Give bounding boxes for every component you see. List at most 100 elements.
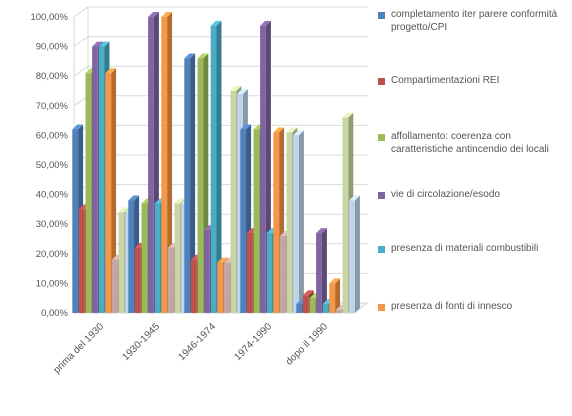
- bar-top: [197, 53, 209, 59]
- bar: [154, 203, 161, 313]
- legend-item-fonti-innesco: presenza di fonti di innesco: [378, 300, 568, 313]
- bar: [342, 117, 349, 313]
- bar: [237, 93, 243, 314]
- bar: [148, 17, 154, 313]
- legend-swatch-orange: [378, 304, 385, 311]
- x-tick-label: 1930-1945: [121, 321, 163, 363]
- y-tick-label: 10,00%: [36, 278, 69, 289]
- bar-top: [92, 41, 103, 47]
- legend-item-affollamento: affollamento: coerenza con caratteristic…: [378, 130, 568, 156]
- legend-item-vie-circolazione: vie di circolazione/esodo: [378, 188, 568, 201]
- legend-label: presenza di materiali combustibili: [391, 243, 539, 254]
- bar: [266, 233, 273, 313]
- bar: [246, 233, 253, 313]
- bar-top: [148, 12, 159, 17]
- bar-side: [111, 68, 117, 314]
- x-tick-label: 1974-1990: [233, 321, 275, 363]
- bar: [197, 58, 204, 313]
- bar: [98, 46, 105, 313]
- bar-top: [240, 124, 252, 130]
- bar-top: [72, 124, 84, 130]
- legend-swatch-red: [378, 78, 385, 85]
- bar: [92, 46, 98, 313]
- bar-top: [161, 12, 173, 17]
- bar: [309, 298, 316, 313]
- bar: [349, 200, 355, 313]
- bar: [302, 295, 309, 313]
- bar-top: [237, 88, 248, 94]
- legend-label: completamento iter parere conformità pro…: [391, 9, 558, 33]
- legend-swatch-blue: [378, 12, 385, 19]
- y-tick-label: 70,00%: [36, 101, 69, 112]
- y-tick-label: 90,00%: [36, 42, 69, 53]
- bar-side: [216, 20, 222, 313]
- bar: [253, 129, 260, 313]
- gridline: [73, 65, 368, 77]
- gridline: [73, 6, 368, 18]
- x-tick-label: prima del 1930: [52, 321, 107, 376]
- legend-item-compartimentazioni: Compartimentazioni REI: [378, 74, 568, 87]
- y-tick-label: 50,00%: [36, 160, 69, 171]
- y-tick-label: 100,00%: [30, 12, 68, 23]
- bar-top: [349, 195, 360, 201]
- bar-top: [273, 127, 285, 133]
- bar-side: [354, 195, 360, 313]
- bar: [85, 73, 92, 314]
- bar: [111, 259, 118, 313]
- bar: [223, 262, 230, 313]
- y-tick-label: 60,00%: [36, 130, 69, 141]
- bar: [174, 203, 181, 313]
- bar: [190, 259, 197, 313]
- legend-item-materiali-combustibili: presenza di materiali combustibili: [378, 242, 568, 255]
- bar: [296, 304, 303, 313]
- bar: [125, 212, 131, 313]
- legend-label: vie di circolazione/esodo: [391, 189, 500, 200]
- bar-side: [298, 130, 304, 313]
- bar-side: [167, 12, 173, 313]
- bar-top: [286, 127, 298, 133]
- bar: [184, 58, 191, 313]
- y-tick-label: 0,00%: [41, 308, 68, 319]
- bar-side: [335, 278, 341, 313]
- legend-item-completamento-iter: completamento iter parere conformità pro…: [378, 8, 568, 34]
- bar-top: [342, 112, 354, 118]
- y-tick-label: 20,00%: [36, 249, 69, 260]
- bar-top: [184, 53, 196, 59]
- legend-swatch-green: [378, 134, 385, 141]
- bar: [210, 25, 217, 313]
- bar: [181, 203, 187, 313]
- bar: [329, 283, 336, 313]
- bar: [134, 247, 141, 313]
- bar: [161, 17, 168, 313]
- bar: [322, 304, 329, 313]
- bar: [204, 230, 210, 313]
- y-tick-label: 80,00%: [36, 71, 69, 82]
- bar-top: [98, 41, 110, 47]
- bar-top: [105, 68, 117, 74]
- bar-top: [118, 207, 130, 213]
- x-tick-label: 1946-1974: [177, 321, 219, 363]
- bar: [260, 25, 266, 313]
- bar: [293, 135, 299, 313]
- bar-side: [321, 228, 327, 313]
- legend-label: presenza di fonti di innesco: [391, 301, 513, 312]
- legend-label: Compartimentazioni REI: [391, 75, 500, 86]
- bar: [335, 310, 342, 313]
- legend-swatch-purple: [378, 192, 385, 199]
- bar: [105, 73, 112, 314]
- bar-top: [210, 20, 222, 26]
- bar: [273, 132, 280, 313]
- y-tick-label: 30,00%: [36, 219, 69, 230]
- bar: [128, 200, 135, 313]
- bar: [286, 132, 293, 313]
- bar-top: [293, 130, 304, 136]
- bar-top: [329, 278, 341, 284]
- bar: [217, 262, 224, 313]
- bar-top: [128, 195, 140, 201]
- legend-swatch-cyan: [378, 246, 385, 253]
- bar-top: [302, 290, 314, 296]
- bar: [279, 236, 286, 313]
- bar: [78, 209, 85, 313]
- bar: [230, 91, 237, 313]
- bar: [167, 247, 174, 313]
